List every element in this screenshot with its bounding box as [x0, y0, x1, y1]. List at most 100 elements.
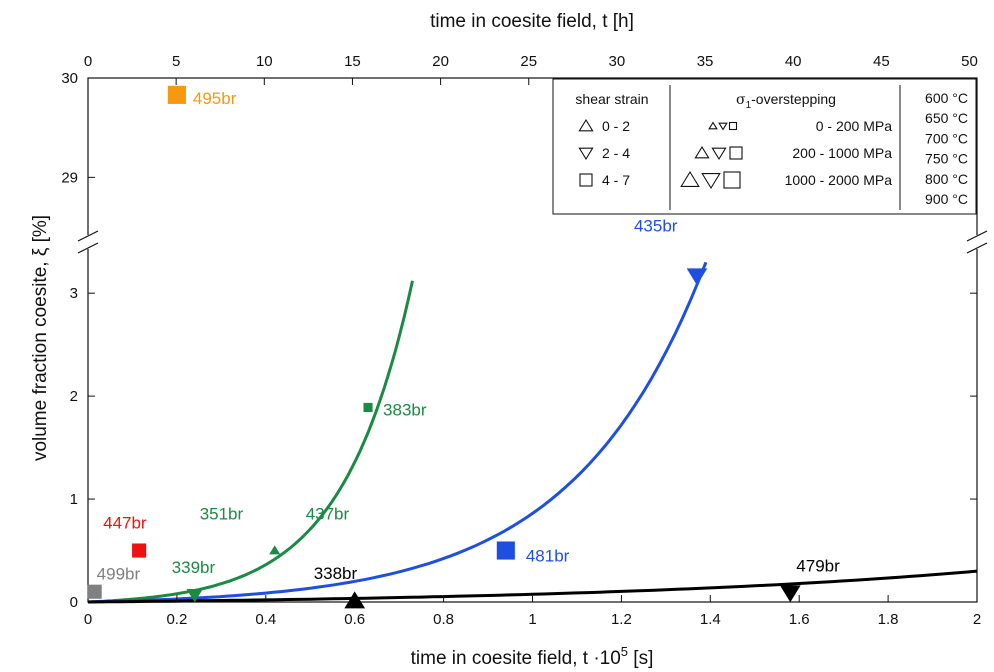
- legend-overstep-marker-2-0: [680, 170, 700, 187]
- point-label-338br: 338br: [314, 564, 358, 583]
- marker-338br: [344, 591, 366, 609]
- point-label-479br: 479br: [796, 557, 840, 576]
- marker-339br: [186, 589, 203, 603]
- legend-temp-1: 650 °C: [925, 110, 968, 126]
- break-mark-3: [966, 242, 988, 254]
- top-x-tick-label-7: 35: [697, 53, 714, 70]
- point-label-499br: 499br: [97, 565, 141, 584]
- x-tick-label-8: 1.6: [789, 611, 810, 628]
- curve-2: [87, 569, 978, 604]
- y-tick-label-upper-1: 30: [61, 70, 78, 87]
- point-label-339br: 339br: [172, 558, 216, 577]
- marker-479br: [779, 585, 801, 603]
- top-x-tick-label-2: 10: [256, 53, 273, 70]
- curves-layer: [87, 261, 978, 604]
- x-tick-label-3: 0.6: [344, 611, 365, 628]
- x-tick-label-0: 0: [84, 611, 92, 628]
- x-tick-label-2: 0.4: [255, 611, 276, 628]
- y-tick-label-lower-3: 3: [70, 285, 78, 302]
- break-mark-0: [77, 230, 99, 242]
- x-axis-title-main: time in coesite field, t ·10: [411, 648, 621, 669]
- marker-437br: [269, 545, 281, 555]
- break-gap-left: [80, 235, 96, 249]
- legend-overstep-marker-2-2: [723, 171, 741, 189]
- y-tick-label-lower-0: 0: [70, 594, 78, 611]
- marker-495br: [167, 85, 186, 104]
- marker-447br: [132, 543, 147, 558]
- axis-break: [77, 230, 988, 254]
- x-tick-label-1: 0.2: [166, 611, 187, 628]
- legend-overstep-title: σ1-overstepping: [736, 91, 836, 111]
- legend-overstep-marker-0-2: [728, 121, 738, 131]
- break-gap-right: [969, 235, 985, 249]
- y-tick-label-lower-1: 1: [70, 491, 78, 508]
- point-label-383br: 383br: [383, 400, 427, 419]
- legend-overstep-title-rest: -overstepping: [751, 91, 836, 107]
- legend-strain-text-0: 0 - 2: [602, 118, 630, 134]
- curve-0: [87, 280, 414, 604]
- legend-box: [552, 78, 977, 215]
- legend-temp-5: 900 °C: [925, 191, 968, 207]
- x-tick-label-10: 2: [973, 611, 981, 628]
- legend-overstep-text-2: 1000 - 2000 MPa: [785, 172, 893, 188]
- legend-temp-3: 750 °C: [925, 151, 968, 167]
- ticks-layer: 0 0.2 0.4 0.6 0.8 1 1.2 1.4 1.6 1.8 20 5 10 15 20 25 30 3…: [61, 53, 981, 628]
- marker-383br: [363, 402, 373, 412]
- y-tick-label-upper-0: 29: [61, 169, 78, 186]
- top-x-tick-label-4: 20: [432, 53, 449, 70]
- top-x-tick-label-9: 45: [873, 53, 890, 70]
- legend-overstep-marker-0-0: [708, 121, 718, 130]
- top-x-tick-label-3: 15: [344, 53, 361, 70]
- legend: shear strain 0 - 2 2 - 4 4 - 7 σ1-oversteppi…: [552, 78, 977, 215]
- legend-overstep-title-sub: 1: [746, 100, 752, 111]
- point-label-437br: 437br: [306, 505, 350, 524]
- top-x-tick-label-0: 0: [84, 53, 92, 70]
- point-label-481br: 481br: [526, 547, 570, 566]
- marker-499br: [87, 584, 102, 599]
- marker-435br: [686, 268, 708, 286]
- x-tick-label-5: 1: [528, 611, 536, 628]
- top-x-axis-title: time in coesite field, t [h]: [430, 11, 634, 32]
- top-x-tick-label-10: 50: [961, 53, 978, 70]
- top-x-tick-label-8: 40: [785, 53, 802, 70]
- break-mark-2: [966, 230, 988, 242]
- x-axis-title-unit: [s]: [628, 648, 653, 669]
- x-tick-label-4: 0.8: [433, 611, 454, 628]
- y-tick-label-lower-2: 2: [70, 388, 78, 405]
- marker-481br: [496, 541, 515, 560]
- legend-overstep-marker-1-2: [729, 146, 743, 160]
- legend-overstep-marker-2-1: [701, 173, 721, 190]
- x-axis-title-sup: 5: [621, 644, 628, 659]
- legend-strain-text-1: 2 - 4: [602, 145, 630, 161]
- legend-temp-0: 600 °C: [925, 90, 968, 106]
- point-label-351br: 351br: [200, 505, 244, 524]
- break-mark-1: [77, 242, 99, 254]
- point-label-435br: 435br: [634, 217, 678, 236]
- point-label-495br: 495br: [193, 89, 237, 108]
- x-tick-label-7: 1.4: [700, 611, 721, 628]
- legend-temp-2: 700 °C: [925, 130, 968, 146]
- legend-strain-marker-1: [578, 147, 594, 161]
- legend-strain-marker-0: [578, 118, 594, 132]
- x-axis-title: time in coesite field, t ·105 [s]: [411, 644, 654, 669]
- legend-overstep-title-symbol: σ: [736, 92, 746, 108]
- point-labels-layer: 495br 447br 499br 339br 351br 437br 383br 338br…: [97, 89, 840, 584]
- x-tick-label-9: 1.8: [878, 611, 899, 628]
- y-axis-title: volume fraction coesite, ξ [%]: [30, 215, 51, 461]
- legend-overstep-marker-0-1: [718, 122, 728, 131]
- legend-temp-4: 800 °C: [925, 171, 968, 187]
- point-label-447br: 447br: [103, 514, 147, 533]
- legend-strain-text-2: 4 - 7: [602, 172, 630, 188]
- top-x-tick-label-1: 5: [172, 53, 180, 70]
- legend-overstep-marker-1-1: [711, 147, 727, 161]
- curve-1: [87, 261, 708, 604]
- legend-strain-marker-2: [579, 173, 593, 187]
- legend-strain-title: shear strain: [575, 91, 648, 107]
- legend-overstep-text-1: 200 - 1000 MPa: [792, 145, 892, 161]
- points-layer: [87, 85, 801, 609]
- top-x-tick-label-5: 25: [520, 53, 537, 70]
- x-tick-label-6: 1.2: [611, 611, 632, 628]
- top-x-tick-label-6: 30: [609, 53, 626, 70]
- legend-overstep-text-0: 0 - 200 MPa: [816, 118, 892, 134]
